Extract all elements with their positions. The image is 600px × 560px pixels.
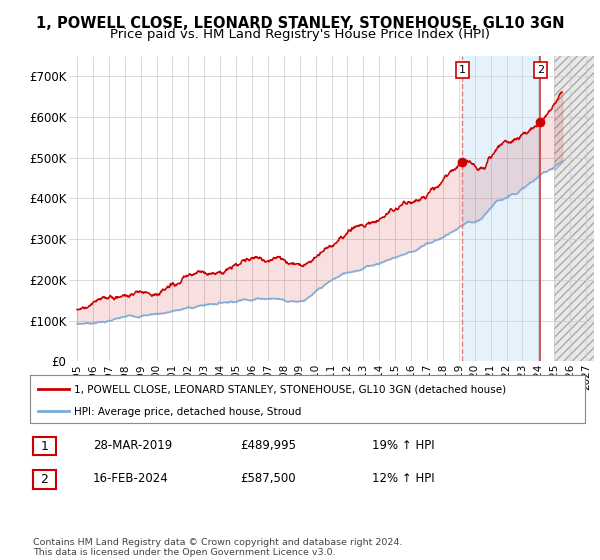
Text: 16-FEB-2024: 16-FEB-2024 bbox=[93, 472, 169, 486]
Text: Contains HM Land Registry data © Crown copyright and database right 2024.
This d: Contains HM Land Registry data © Crown c… bbox=[33, 538, 403, 557]
Text: Price paid vs. HM Land Registry's House Price Index (HPI): Price paid vs. HM Land Registry's House … bbox=[110, 28, 490, 41]
Text: 12% ↑ HPI: 12% ↑ HPI bbox=[372, 472, 434, 486]
Text: 1: 1 bbox=[459, 65, 466, 75]
Bar bbox=[554, 56, 594, 361]
Text: 19% ↑ HPI: 19% ↑ HPI bbox=[372, 438, 434, 452]
Text: £489,995: £489,995 bbox=[240, 438, 296, 452]
Text: 2: 2 bbox=[536, 65, 544, 75]
Text: 1, POWELL CLOSE, LEONARD STANLEY, STONEHOUSE, GL10 3GN: 1, POWELL CLOSE, LEONARD STANLEY, STONEH… bbox=[36, 16, 564, 31]
Text: 1: 1 bbox=[40, 440, 49, 452]
Text: 28-MAR-2019: 28-MAR-2019 bbox=[93, 438, 172, 452]
Text: HPI: Average price, detached house, Stroud: HPI: Average price, detached house, Stro… bbox=[74, 407, 302, 417]
Text: £587,500: £587,500 bbox=[240, 472, 296, 486]
Text: 2: 2 bbox=[40, 473, 49, 486]
Bar bbox=[463, 56, 540, 361]
Text: 1, POWELL CLOSE, LEONARD STANLEY, STONEHOUSE, GL10 3GN (detached house): 1, POWELL CLOSE, LEONARD STANLEY, STONEH… bbox=[74, 385, 506, 394]
